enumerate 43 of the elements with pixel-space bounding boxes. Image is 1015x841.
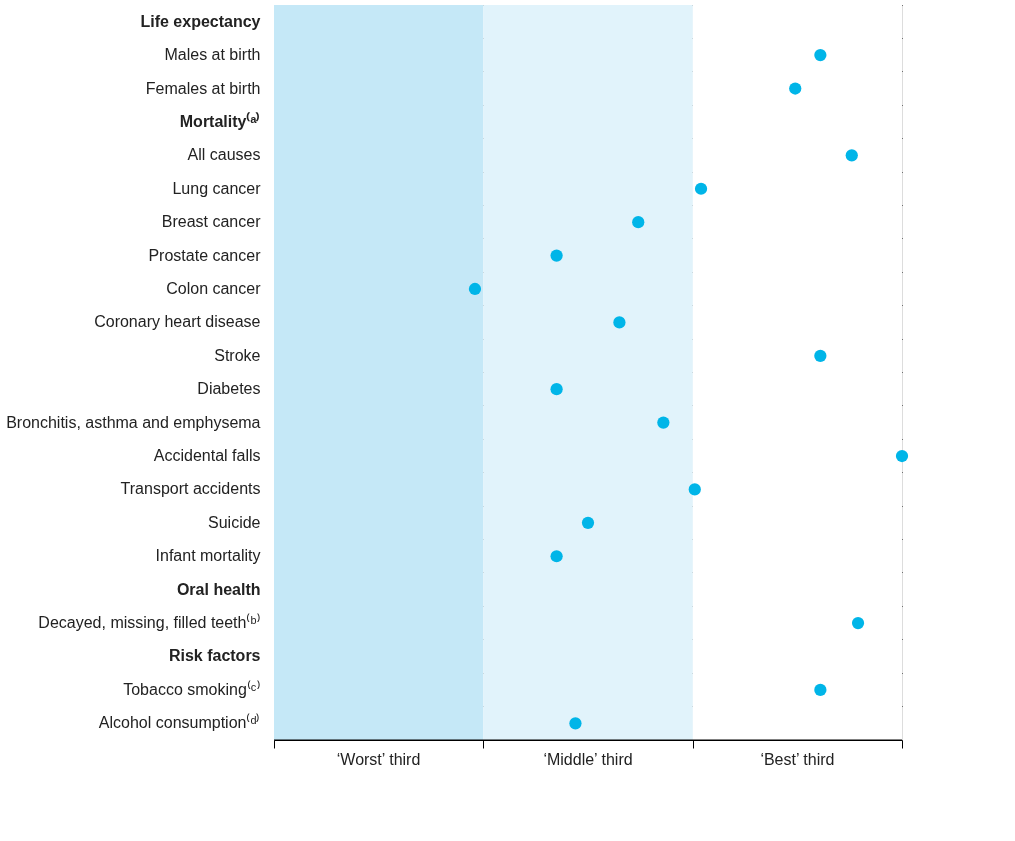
y-tick-label: Oral health [176, 580, 261, 598]
point [569, 717, 582, 730]
band-label: ‘Best’ third [760, 751, 835, 768]
band-label: ‘Worst’ third [336, 751, 421, 768]
point [550, 550, 563, 563]
point [550, 383, 563, 396]
y-tick-label: Tobacco smoking⁽ᶜ⁾ [123, 679, 261, 698]
y-tick-label: Infant mortality [155, 547, 261, 565]
point [845, 149, 858, 162]
point [814, 49, 827, 62]
y-tick-label: Males at birth [164, 46, 261, 64]
point [581, 516, 595, 529]
y-tick-label: Suicide [208, 513, 261, 531]
point [632, 216, 645, 229]
y-tick-label: Risk factors [168, 647, 261, 665]
point [814, 683, 827, 696]
point [613, 316, 626, 329]
point [851, 616, 865, 630]
y-tick-label: Colon cancer [166, 279, 262, 297]
y-tick-label: Transport accidents [120, 480, 261, 498]
y-tick-label: Decayed, missing, filled teeth⁽ᵇ⁾ [38, 613, 261, 632]
point [694, 182, 708, 195]
band-label: ‘Middle’ third [543, 751, 633, 768]
point [814, 349, 827, 362]
y-tick-label: Alcohol consumption⁽ᵈ⁾ [98, 713, 261, 732]
point [550, 249, 563, 262]
y-tick-label: Coronary heart disease [94, 313, 261, 331]
point [895, 449, 909, 463]
point [789, 82, 802, 95]
y-tick-label: Bronchitis, asthma and emphysema [6, 413, 261, 431]
point [688, 483, 701, 496]
y-tick-label: Life expectancy [140, 12, 261, 30]
y-tick-label: Diabetes [197, 380, 261, 398]
y-tick-label: Mortality⁽ᵃ⁾ [179, 111, 261, 130]
y-tick-label: Prostate cancer [148, 246, 262, 264]
y-tick-label: Females at birth [145, 79, 261, 97]
y-tick-label: Lung cancer [172, 179, 262, 197]
y-tick-label: Stroke [214, 346, 261, 364]
point [468, 282, 482, 296]
y-tick-label: Accidental falls [153, 447, 261, 465]
point [657, 416, 670, 429]
y-tick-label: Breast cancer [161, 213, 262, 231]
y-tick-label: All causes [187, 146, 261, 164]
